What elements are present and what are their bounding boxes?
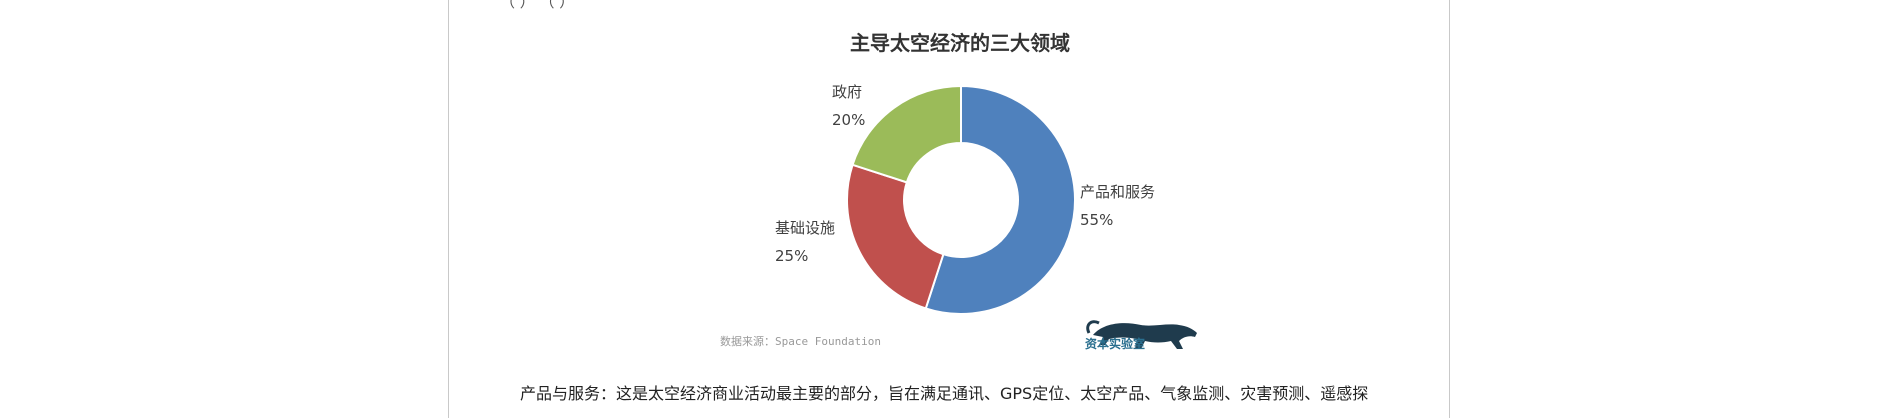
slice-label-1: 产品和服务 <box>1080 183 1155 201</box>
slice-labels: 产品和服务 55% 基础设施 25% 政府 20% <box>775 83 1155 265</box>
slice-value-1: 55% <box>1080 211 1113 229</box>
slice-2 <box>846 163 945 310</box>
data-source-note: 数据来源：Space Foundation <box>720 335 881 348</box>
clipped-top-text: （ ） （ ） <box>500 0 575 11</box>
donut-slices <box>846 84 1076 315</box>
slice-value-2: 25% <box>775 247 808 265</box>
donut-chart: 产品和服务 55% 基础设施 25% 政府 20% <box>775 83 1155 315</box>
slice-label-2: 基础设施 <box>775 219 835 237</box>
logo: 资本实验室 <box>1083 315 1207 355</box>
chart-title: 主导太空经济的三大领域 <box>850 31 1070 55</box>
document-page-frame <box>448 0 1450 418</box>
slice-3 <box>851 84 962 184</box>
body-paragraph: 产品与服务：这是太空经济商业活动最主要的部分，旨在满足通讯、GPS定位、太空产品… <box>520 384 1369 403</box>
logo-text: 资本实验室 <box>1085 337 1146 351</box>
panther-logo-icon <box>1086 320 1197 349</box>
slice-label-3: 政府 <box>832 83 862 101</box>
slice-1 <box>924 84 1076 315</box>
slice-value-3: 20% <box>832 111 865 129</box>
